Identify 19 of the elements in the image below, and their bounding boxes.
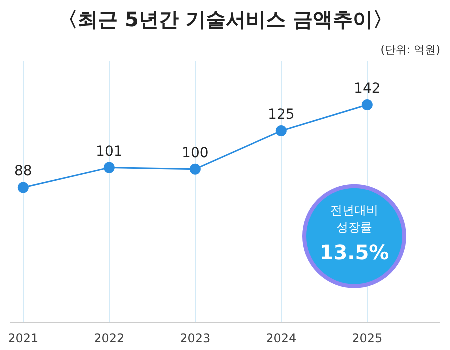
data-label: 100 — [182, 145, 209, 162]
point — [362, 100, 373, 110]
point — [104, 162, 115, 174]
data-label: 88 — [14, 164, 32, 180]
point — [190, 164, 201, 175]
x-tick-label: 2024 — [266, 332, 297, 346]
x-tick-label: 2022 — [94, 332, 125, 346]
point — [276, 126, 287, 137]
text: 전년대비 성장률 — [330, 204, 378, 234]
chart-title: 〈최근 5년간 기술서비스 금액추이〉 — [58, 8, 393, 32]
point — [18, 182, 29, 194]
text: 13.5% — [320, 240, 390, 264]
x-tick-label: 2025 — [352, 332, 383, 346]
data-label: 142 — [354, 81, 381, 97]
data-label: 101 — [96, 144, 123, 160]
x-tick-label: 2023 — [180, 332, 211, 346]
x-tick-label: 2021 — [8, 332, 39, 346]
chart-subtitle: (단위: 억원) — [380, 44, 441, 56]
data-label: 125 — [268, 107, 295, 124]
